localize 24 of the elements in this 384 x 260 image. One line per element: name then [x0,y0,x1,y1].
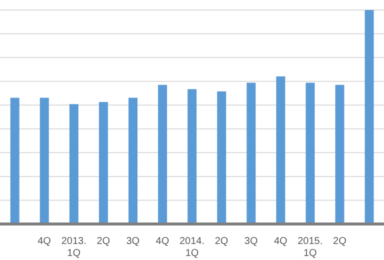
bar [217,91,226,224]
bar [158,84,168,224]
bar [306,82,315,224]
bar [69,104,78,224]
bar [40,98,49,224]
bar [10,98,20,224]
bar [128,98,138,224]
x-tick-label: 4Q [274,236,288,247]
x-tick-label: 2015. 1Q [298,236,323,259]
bar [335,84,344,224]
x-tick-label: 3Q [126,236,140,247]
bar [188,89,197,224]
x-tick-label: 2013. 1Q [61,236,86,259]
x-tick-label: 2Q [214,236,228,247]
x-tick-label: 4Q [156,236,170,247]
x-tick-label: 2014. 1Q [179,236,205,259]
bar [364,10,374,224]
x-tick-label: 4Q [38,236,52,247]
bar [276,76,286,224]
x-tick-label: 2Q [333,236,347,247]
bar [246,82,256,224]
x-tick-label: 2Q [96,236,110,247]
x-tick-label: 3Q [244,236,258,247]
bar [98,102,108,224]
